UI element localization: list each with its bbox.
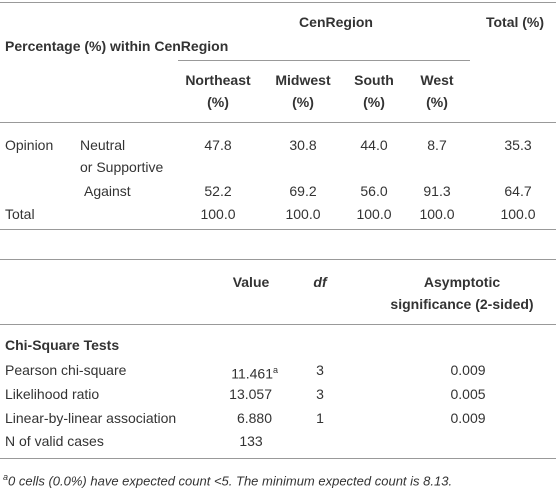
column-header: df <box>313 274 327 290</box>
cell: 100.0 <box>285 206 321 222</box>
cell: 0.009 <box>450 410 486 426</box>
column-header: (%) <box>292 94 314 110</box>
row-label: or Supportive <box>80 159 164 175</box>
cell: 13.057 <box>229 386 272 402</box>
row-label: Likelihood ratio <box>5 386 100 402</box>
rule <box>0 458 556 459</box>
cell: 100.0 <box>356 206 392 222</box>
cell: 0.005 <box>450 386 486 402</box>
column-header: Midwest <box>275 72 331 88</box>
cell: 11.461a <box>231 361 278 383</box>
column-header: Value <box>232 274 270 290</box>
column-header: West <box>420 72 454 88</box>
row-label: Linear-by-linear association <box>5 410 177 426</box>
corner-header: Percentage (%) within CenRegion <box>5 38 229 54</box>
row-label: Pearson chi-square <box>5 362 127 378</box>
rule <box>0 259 556 260</box>
cell: 69.2 <box>289 183 317 199</box>
column-header: (%) <box>207 94 229 110</box>
cell: 8.7 <box>427 137 447 153</box>
column-header: (%) <box>426 94 448 110</box>
cell: 3 <box>316 362 324 378</box>
column-header: South <box>354 72 394 88</box>
cell: 100.0 <box>200 206 236 222</box>
cell: 1 <box>316 410 324 426</box>
cell: 133 <box>239 433 263 449</box>
column-header: significance (2-sided) <box>390 296 534 312</box>
cell: 47.8 <box>204 137 232 153</box>
row-group: Total <box>5 206 35 222</box>
section-title: Chi-Square Tests <box>5 337 120 353</box>
cell: 52.2 <box>204 183 232 199</box>
note-marker: a <box>272 365 278 375</box>
cell: 91.3 <box>423 183 451 199</box>
cell: 6.880 <box>236 410 272 426</box>
rule <box>0 2 556 3</box>
cell: 30.8 <box>289 137 317 153</box>
row-label: Against <box>84 183 131 199</box>
footnote-text: 0 cells (0.0%) have expected count <5. T… <box>8 473 453 489</box>
cell: 3 <box>316 386 324 402</box>
row-label: N of valid cases <box>5 433 104 449</box>
cell: 56.0 <box>360 183 388 199</box>
group-header: CenRegion <box>299 14 373 30</box>
cell-value: 11.461 <box>231 365 273 382</box>
cell: 100.0 <box>419 206 455 222</box>
cell: 35.3 <box>504 137 532 153</box>
rule <box>0 324 556 325</box>
cell: 100.0 <box>500 206 536 222</box>
rule <box>178 60 470 61</box>
cell: 44.0 <box>360 137 388 153</box>
column-header: Northeast <box>185 72 251 88</box>
cell: 64.7 <box>504 183 532 199</box>
row-group: Opinion <box>5 137 54 153</box>
total-header: Total (%) <box>485 14 545 30</box>
column-header: (%) <box>363 94 385 110</box>
column-header: Asymptotic <box>423 274 501 290</box>
rule <box>0 229 556 230</box>
footnote: a0 cells (0.0%) have expected count <5. … <box>3 468 452 489</box>
row-label: Neutral <box>80 137 126 153</box>
cell: 0.009 <box>450 362 486 378</box>
note-marker: a <box>3 472 9 482</box>
rule <box>0 122 556 123</box>
